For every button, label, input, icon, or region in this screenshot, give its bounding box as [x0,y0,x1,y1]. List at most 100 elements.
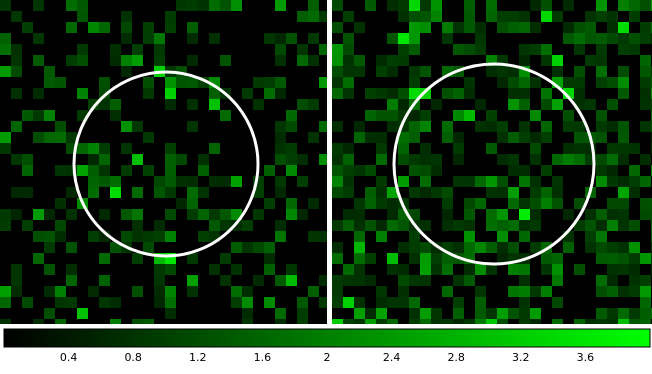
count-pixel [354,231,365,242]
count-pixel [453,220,464,231]
count-pixel [574,198,585,209]
count-pixel [497,121,508,132]
count-pixel [607,121,618,132]
count-pixel [629,11,640,22]
count-pixel [464,44,475,55]
count-pixel [420,121,431,132]
right-count-map [332,0,652,324]
count-pixel [508,253,519,264]
count-pixel [176,66,187,77]
count-pixel [464,22,475,33]
count-pixel [519,209,530,220]
count-pixel [519,198,530,209]
count-pixel [11,88,22,99]
count-pixel [44,132,55,143]
count-pixel [275,220,286,231]
count-pixel [508,11,519,22]
count-pixel [66,187,77,198]
count-pixel [275,319,286,324]
count-pixel [530,198,541,209]
count-pixel [519,77,530,88]
count-pixel [530,110,541,121]
count-pixel [77,44,88,55]
count-pixel [629,220,640,231]
count-pixel [77,308,88,319]
count-pixel [99,176,110,187]
count-pixel [607,165,618,176]
count-pixel [264,77,275,88]
count-pixel [343,88,354,99]
count-pixel [343,319,354,324]
count-pixel [343,11,354,22]
count-pixel [308,231,319,242]
count-pixel [530,44,541,55]
count-pixel [253,187,264,198]
count-pixel [475,121,486,132]
count-pixel [629,319,640,324]
count-pixel [66,22,77,33]
count-pixel [308,132,319,143]
count-pixel [387,33,398,44]
count-pixel [0,297,11,308]
count-pixel [286,198,297,209]
count-pixel [629,286,640,297]
count-pixel [629,253,640,264]
count-pixel [541,253,552,264]
count-pixel [640,286,651,297]
count-pixel [398,55,409,66]
count-pixel [77,11,88,22]
count-pixel [596,275,607,286]
count-pixel [77,165,88,176]
count-pixel [519,286,530,297]
count-pixel [253,209,264,220]
count-pixel [563,33,574,44]
count-pixel [209,88,220,99]
count-pixel [387,88,398,99]
count-pixel [409,11,420,22]
count-pixel [154,286,165,297]
count-pixel [574,88,585,99]
count-pixel [187,77,198,88]
count-pixel [154,231,165,242]
count-pixel [618,44,629,55]
count-pixel [398,121,409,132]
count-pixel [209,176,220,187]
count-pixel [154,220,165,231]
count-pixel [442,220,453,231]
count-pixel [508,77,519,88]
count-pixel [585,33,596,44]
count-pixel [99,154,110,165]
count-pixel [464,110,475,121]
count-pixel [464,231,475,242]
count-pixel [132,253,143,264]
count-pixel [121,165,132,176]
count-pixel [541,55,552,66]
count-pixel [530,0,541,11]
count-pixel [275,33,286,44]
count-pixel [11,209,22,220]
count-pixel [77,0,88,11]
count-pixel [398,0,409,11]
count-pixel [387,187,398,198]
count-pixel [376,143,387,154]
count-pixel [486,264,497,275]
count-pixel [99,275,110,286]
count-pixel [398,88,409,99]
count-pixel [242,308,253,319]
count-pixel [530,286,541,297]
count-pixel [88,286,99,297]
count-pixel [607,264,618,275]
count-pixel [563,110,574,121]
count-pixel [486,220,497,231]
count-pixel [209,99,220,110]
count-pixel [398,110,409,121]
count-pixel [376,110,387,121]
count-pixel [77,143,88,154]
count-pixel [552,297,563,308]
count-pixel [640,308,651,319]
count-pixel [398,132,409,143]
count-pixel [33,231,44,242]
count-pixel [77,110,88,121]
count-pixel [165,308,176,319]
count-pixel [165,209,176,220]
